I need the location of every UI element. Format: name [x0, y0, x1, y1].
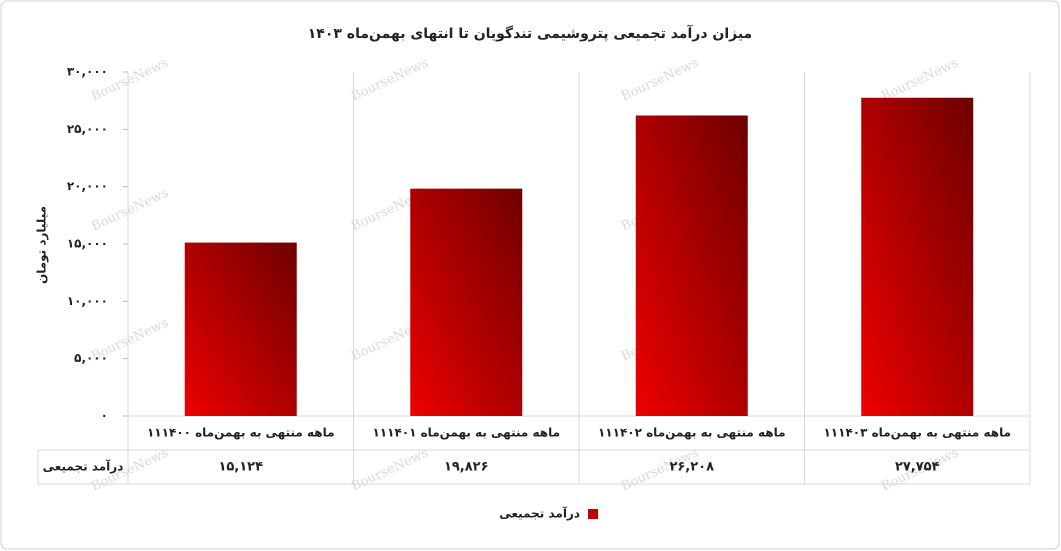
table-value: ۲۷,۷۵۴ — [895, 460, 940, 475]
bar — [861, 97, 974, 416]
y-axis-label: میلیارد تومان — [35, 206, 50, 284]
table-value: ۱۵,۱۲۴ — [218, 460, 263, 475]
y-tick-label: ۳۰,۰۰۰ — [67, 65, 108, 79]
x-tick-label: ۱۱ماهه منتهی به بهمن‌ماه ۱۴۰۱ — [372, 426, 560, 440]
y-tick-label: ۵,۰۰۰ — [74, 351, 108, 365]
y-tick-label: ۱۰,۰۰۰ — [67, 294, 108, 308]
table-value: ۲۶,۲۰۸ — [669, 460, 714, 475]
x-tick-label: ۱۱ماهه منتهی به بهمن‌ماه ۱۴۰۰ — [147, 426, 335, 440]
table-value: ۱۹,۸۲۶ — [444, 460, 489, 475]
legend-swatch — [588, 509, 598, 519]
table-row-header: درآمد تجمیعی — [43, 459, 124, 474]
x-tick-label: ۱۱ماهه منتهی به بهمن‌ماه ۱۴۰۲ — [598, 426, 786, 440]
chart-title: میزان درآمد تجمیعی پتروشیمی تندگویان تا … — [308, 24, 752, 42]
legend-label: درآمد تجمیعی — [499, 506, 580, 521]
y-tick-label: ۲۰,۰۰۰ — [67, 179, 108, 193]
y-tick-label: ۰ — [101, 409, 108, 423]
y-tick-label: ۱۵,۰۰۰ — [67, 237, 108, 251]
x-tick-label: ۱۱ماهه منتهی به بهمن‌ماه ۱۴۰۳ — [823, 426, 1011, 440]
bar — [410, 188, 523, 416]
bar — [635, 115, 748, 416]
bar — [184, 242, 297, 416]
y-tick-label: ۲۵,۰۰۰ — [67, 122, 108, 136]
